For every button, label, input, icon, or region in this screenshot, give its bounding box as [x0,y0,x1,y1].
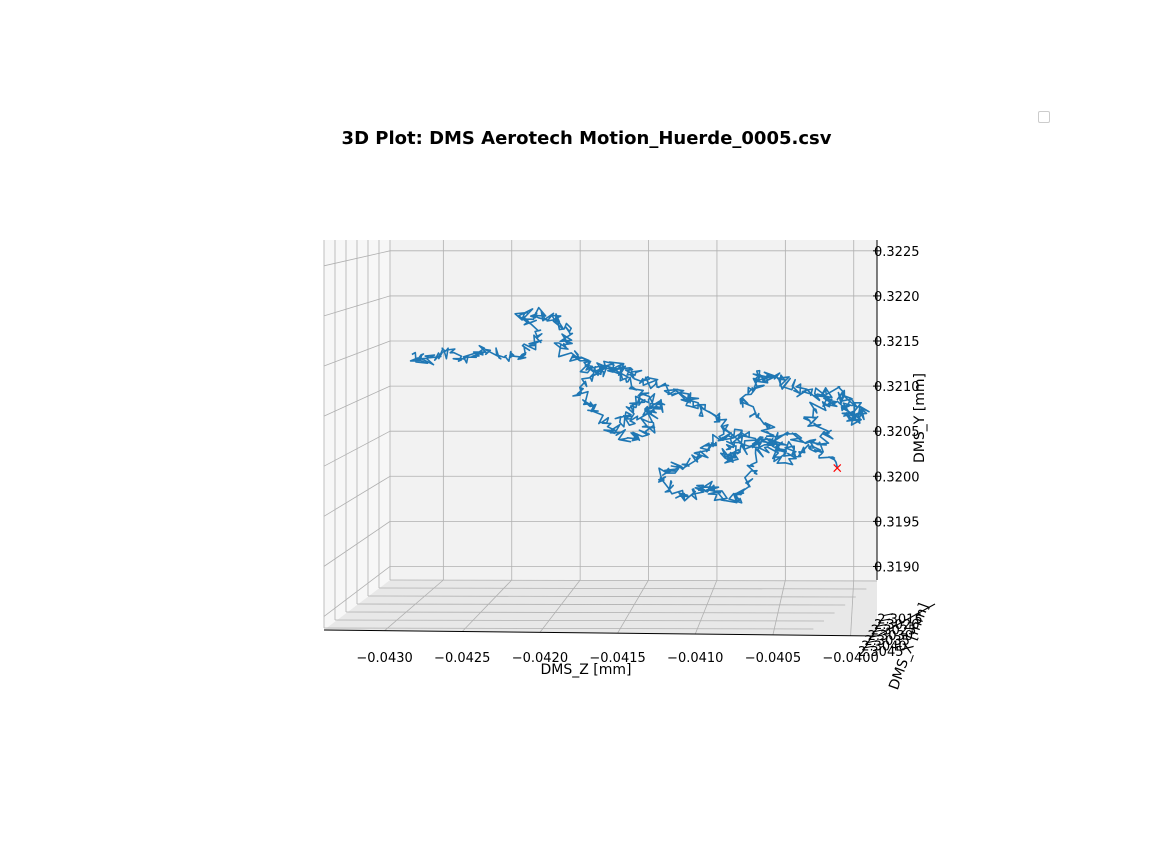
depth-tick-mark [883,613,894,617]
depth-tick-mark [873,629,884,633]
x-tick-label: −0.0400 [822,651,878,666]
y-tick-label: 0.3215 [874,335,920,350]
floor-pane [324,580,877,636]
x-axis-line [323,629,878,637]
y-tick-label: 0.3210 [874,380,920,395]
depth-tick-label: 2.3015 [877,613,923,628]
depth-floor-gridline [367,595,856,598]
y-tick-label: 0.3200 [874,470,920,485]
y-tick-label: 0.3220 [874,290,920,305]
depth-tick-mark [876,623,887,627]
end-point-marker: × [831,460,843,476]
depth-tick-label: 2.3025 [871,623,917,638]
x-tick-label: −0.0420 [512,651,568,666]
depth-floor-gridline [323,627,814,630]
grid-lines [323,240,878,636]
x-tick-label: −0.0425 [434,651,490,666]
chart-title: 3D Plot: DMS Aerotech Motion_Huerde_0005… [341,128,832,149]
depth-tick-mark [863,645,875,649]
depth-floor-gridline [356,603,846,606]
depth-tick-label: 2.3020 [874,618,920,633]
depth-tick-label: 2.3035 [864,634,910,649]
x-axis-label: DMS_Z [mm] [541,662,632,678]
y-axis-label: DMS_Y [mm] [912,373,928,463]
depth-floor-gridline [378,587,867,590]
y-tick-label: 0.3190 [874,560,920,575]
depth-tick-mark [867,640,878,644]
depth-floor-gridline [345,611,835,614]
y-tick-label: 0.3195 [874,515,920,530]
axis-lines [323,240,936,649]
depth-tick-label: 2.3040 [861,640,907,655]
depth-axis-line [876,603,936,637]
depth-floor-gridline [334,619,825,622]
trajectory-line [409,306,870,504]
y-tick-label: 0.3205 [874,425,920,440]
x-tick-label: −0.0410 [667,651,723,666]
x-tick-label: −0.0415 [589,651,645,666]
data-layer: × [409,306,870,504]
depth-tick-mark [879,618,891,622]
x-tick-label: −0.0430 [356,651,412,666]
axis-panes [324,240,877,636]
depth-tick-label: 2.3030 [868,629,914,644]
legend [1038,111,1050,123]
tick-labels: −0.0430 −0.0425 −0.0420 −0.0415 −0.0410 −0.04… [356,245,922,666]
x-tick-label: −0.0405 [745,651,801,666]
depth-tick-label: 2.3045 [858,645,904,660]
y-tick-label: 0.3225 [874,245,920,260]
depth-floor-gridline [389,579,878,582]
